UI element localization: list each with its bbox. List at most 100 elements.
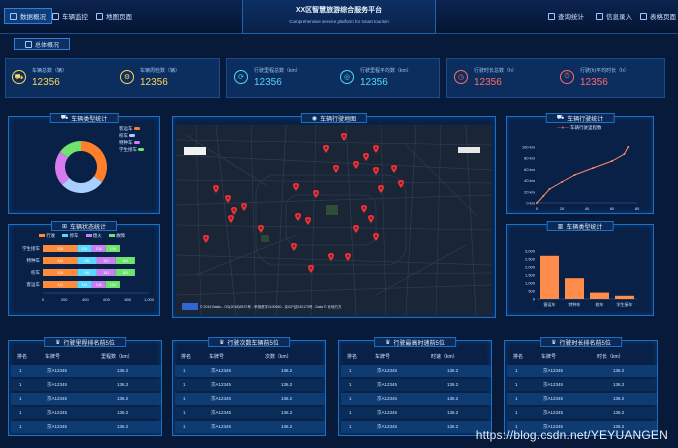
table-row[interactable]: 1 京A12345 136.2	[507, 365, 657, 377]
category-label: 校车	[596, 301, 604, 307]
table-cell: 136.2	[281, 396, 293, 401]
table-row[interactable]: 1 京A12345 136.2	[11, 393, 161, 405]
summary-button[interactable]: 总体概况	[14, 38, 70, 50]
table-row[interactable]: 1 京A12345 136.2	[341, 421, 491, 433]
tab-data-overview[interactable]: 数据概况	[4, 8, 52, 24]
y-tick-label: 60 km	[524, 167, 536, 172]
table-cell: 136.2	[447, 396, 459, 401]
mileage-series-line	[536, 146, 629, 204]
vehicle-location-pin[interactable]	[373, 167, 379, 175]
tab-vehicle-monitor[interactable]: 车辆监控	[52, 8, 88, 24]
x-tick-label: 800	[124, 297, 131, 302]
vehicle-location-pin[interactable]	[368, 215, 374, 223]
vehicle-location-pin[interactable]	[295, 213, 301, 221]
column-header[interactable]: 排名	[181, 354, 192, 360]
map-type-control[interactable]	[458, 147, 480, 153]
column-header[interactable]: 排名	[347, 354, 358, 360]
table-cell: 京A12345	[211, 382, 232, 387]
column-header[interactable]: 里程数（km）	[101, 354, 133, 360]
vehicle-location-pin[interactable]	[363, 153, 369, 161]
vehicle-location-pin[interactable]	[225, 195, 231, 203]
table-row[interactable]: 1 京A12345 136.2	[341, 407, 491, 419]
column-header[interactable]: 车牌号	[45, 354, 61, 360]
tab-table-page[interactable]: 表格页面	[640, 8, 676, 24]
vehicle-location-pin[interactable]	[373, 233, 379, 241]
vehicle-location-pin[interactable]	[353, 161, 359, 169]
vehicle-location-pin[interactable]	[293, 183, 299, 191]
vehicle-location-pin[interactable]	[228, 215, 234, 223]
tab-query-stats[interactable]: 查询统计	[548, 8, 584, 24]
table-row[interactable]: 1 京A12345 136.2	[507, 421, 657, 433]
map-canvas	[176, 125, 492, 315]
vehicle-location-pin[interactable]	[258, 225, 264, 233]
column-header[interactable]: 时速（km）	[431, 354, 458, 360]
table-row[interactable]: 1 京A12345 136.2	[507, 393, 657, 405]
vehicle-location-pin[interactable]	[213, 185, 219, 193]
vehicle-location-pin[interactable]	[341, 133, 347, 141]
table-row[interactable]: 1 京A12345 136.2	[11, 407, 161, 419]
table-row[interactable]: 1 京A12345 136.2	[175, 365, 325, 377]
vehicle-location-pin[interactable]	[378, 185, 384, 193]
column-header[interactable]: 车牌号	[209, 354, 225, 360]
vehicle-location-pin[interactable]	[305, 217, 311, 225]
vehicle-location-pin[interactable]	[391, 165, 397, 173]
vehicle-location-pin[interactable]	[345, 253, 351, 261]
category-label: 学生接车	[617, 301, 633, 307]
vehicle-location-pin[interactable]	[291, 243, 297, 251]
stat-value: 12356	[360, 76, 388, 88]
table-row[interactable]: 1 京A12345 136.2	[341, 393, 491, 405]
map-zoom-control[interactable]	[184, 147, 206, 155]
tab-info-entry[interactable]: 信息录入	[596, 8, 632, 24]
table-cell: 京A12345	[543, 410, 564, 415]
vehicle-location-pin[interactable]	[241, 203, 247, 211]
x-tick-label: 40	[585, 206, 590, 211]
table-row[interactable]: 1 京A12345 136.2	[341, 379, 491, 391]
table-row[interactable]: 1 京A12345 136.2	[11, 365, 161, 377]
column-header[interactable]: 排名	[513, 354, 524, 360]
column-header[interactable]: 次数（km）	[265, 354, 292, 360]
clock-icon: ◷	[454, 70, 468, 84]
vehicle-location-pin[interactable]	[313, 190, 319, 198]
tab-map-page[interactable]: 地图页面	[96, 8, 132, 24]
table-row[interactable]: 1 京A12345 136.2	[11, 421, 161, 433]
vehicle-location-pin[interactable]	[353, 225, 359, 233]
table-row[interactable]: 1 京A12345 136.2	[175, 407, 325, 419]
table-cell: 136.2	[281, 382, 293, 387]
vehicle-map[interactable]: © 2019 Baidu - GS(2018)5572号 - 甲测资字11009…	[176, 125, 492, 315]
vehicle-location-pin[interactable]	[361, 205, 367, 213]
column-header[interactable]: 排名	[17, 354, 28, 360]
status-bar-segment	[91, 281, 106, 288]
bar-value-label: 134	[96, 247, 102, 251]
legend-item: 特种车	[119, 139, 144, 146]
table-title: ♛ 行驶里程排名前5位	[44, 337, 126, 347]
status-bar-segment	[115, 257, 135, 264]
table-cell: 1	[183, 382, 186, 387]
table-row[interactable]: 1 京A12345 136.2	[341, 365, 491, 377]
vehicle-location-pin[interactable]	[308, 265, 314, 273]
table-row[interactable]: 1 京A12345 136.2	[11, 379, 161, 391]
vehicle-location-pin[interactable]	[373, 145, 379, 153]
bar-value-label: 181	[84, 271, 90, 275]
table-cell: 136.2	[613, 424, 625, 429]
vehicle-location-pin[interactable]	[398, 180, 404, 188]
table-row[interactable]: 1 京A12345 136.2	[507, 407, 657, 419]
table-cell: 1	[515, 410, 518, 415]
table-cell: 136.2	[117, 368, 129, 373]
vehicle-location-pin[interactable]	[328, 253, 334, 261]
donut-slice-客运车	[81, 141, 107, 183]
vehicle-location-pin[interactable]	[231, 207, 237, 215]
vehicle-location-pin[interactable]	[323, 145, 329, 153]
table-row[interactable]: 1 京A12345 136.2	[507, 379, 657, 391]
table-row[interactable]: 1 京A12345 136.2	[175, 379, 325, 391]
ranking-table: ♛ 行驶里程排名前5位排名 车牌号 里程数（km） 1 京A12345 136.2 1 京A12…	[8, 337, 162, 436]
vehicle-location-pin[interactable]	[203, 235, 209, 243]
data-point	[536, 202, 538, 204]
vehicle-location-pin[interactable]	[333, 165, 339, 173]
table-row[interactable]: 1 京A12345 136.2	[175, 421, 325, 433]
table-cell: 京A12345	[543, 396, 564, 401]
data-point	[561, 181, 563, 183]
table-row[interactable]: 1 京A12345 136.2	[175, 393, 325, 405]
column-header[interactable]: 车牌号	[375, 354, 391, 360]
column-header[interactable]: 时长（km）	[597, 354, 624, 360]
column-header[interactable]: 车牌号	[541, 354, 557, 360]
